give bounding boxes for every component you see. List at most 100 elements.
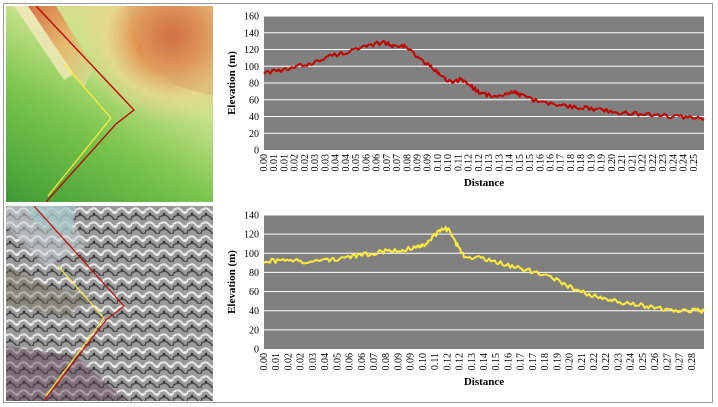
x-tick-label: 0.22 [638,154,649,172]
x-tick-label: 0.18 [576,154,587,172]
x-tick-label: 0.10 [443,154,454,172]
y-tick-label: 120 [244,230,259,241]
x-tick-label: 0.24 [668,154,679,172]
x-tick-label: 0.00 [259,353,270,371]
x-tick-label: 0.17 [556,154,567,172]
y-tick-label: 140 [244,28,259,39]
satellite-map-image [6,206,213,401]
plot-area [264,215,704,349]
x-tick-label: 0.28 [687,353,698,371]
x-tick-label: 0.19 [552,353,563,371]
x-tick-label: 0.12 [442,353,453,371]
x-tick-label: 0.03 [310,154,321,172]
y-tick-label: 40 [249,112,259,123]
x-tick-label: 0.24 [626,353,637,371]
x-tick-label: 0.22 [589,353,600,371]
x-tick-label: 0.13 [467,353,478,371]
red-profile-line [33,206,125,401]
x-tick-label: 0.13 [494,154,505,172]
x-tick-label: 0.08 [402,154,413,172]
x-tick-label: 0.06 [361,154,372,172]
x-tick-label: 0.15 [525,154,536,172]
x-tick-label: 0.10 [433,154,444,172]
x-tick-label: 0.22 [601,353,612,371]
x-tick-label: 0.02 [283,353,294,371]
x-tick-label: 0.01 [279,154,290,172]
x-tick-label: 0.10 [418,353,429,371]
y-axis-label: Elevation (m) [226,250,238,314]
y-tick-label: 60 [249,287,259,298]
x-tick-label: 0.17 [516,353,527,371]
x-tick-label: 0.20 [607,154,618,172]
x-tick-label: 0.05 [351,154,362,172]
y-tick-label: 0 [254,345,259,356]
x-tick-label: 0.27 [675,353,686,371]
x-tick-label: 0.19 [597,154,608,172]
x-tick-label: 0.18 [566,154,577,172]
red-profile-line [35,6,135,202]
satellite-map-bottom [6,206,213,401]
x-tick-label: 0.21 [577,353,588,371]
x-tick-label: 0.16 [546,154,557,172]
x-tick-label: 0.06 [372,154,383,172]
x-tick-label: 0.16 [535,154,546,172]
x-tick-label: 0.11 [430,353,441,370]
y-tick-label: 0 [254,146,259,157]
x-tick-label: 0.00 [259,154,270,172]
elevation-chart-bottom: 0 20 40 60 80 100 120 140 0.00 0.01 0.02 0.02 0.03 0.… [218,206,712,402]
y-tick-label: 20 [249,325,259,336]
x-tick-label: 0.07 [382,154,393,172]
x-tick-label: 0.06 [345,353,356,371]
x-tick-label: 0.22 [648,154,659,172]
x-tick-label: 0.21 [617,154,628,172]
elevation-map-top [6,6,213,202]
x-tick-label: 0.01 [269,154,280,172]
yellow-profile-line [45,265,105,397]
elevation-series-line-yellow [263,226,705,314]
y-tick-label: 160 [244,12,259,23]
x-tick-label: 0.25 [689,154,700,172]
figure-frame [3,3,713,403]
x-axis-label: Distance [464,177,504,189]
x-tick-label: 0.07 [392,154,403,172]
x-tick-label: 0.15 [491,353,502,371]
x-tick-label: 0.04 [320,353,331,371]
y-tick-label: 60 [249,95,259,106]
x-tick-label: 0.14 [505,154,516,172]
x-tick-label: 0.08 [381,353,392,371]
y-tick-label: 40 [249,306,259,317]
x-tick-label: 0.14 [479,353,490,371]
y-tick-label: 120 [244,45,259,56]
x-tick-label: 0.09 [412,154,423,172]
x-tick-label: 0.20 [565,353,576,371]
x-tick-label: 0.01 [271,353,282,371]
elevation-series-line-red [263,40,705,121]
x-tick-label: 0.24 [679,154,690,172]
x-tick-label: 0.09 [393,353,404,371]
x-tick-label: 0.03 [308,353,319,371]
x-tick-label: 0.09 [423,154,434,172]
x-tick-label: 0.13 [484,154,495,172]
y-tick-label: 140 [244,211,259,222]
x-tick-label: 0.04 [331,154,342,172]
y-tick-label: 20 [249,129,259,140]
x-tick-label: 0.23 [613,353,624,371]
x-tick-label: 0.02 [290,154,301,172]
x-tick-label: 0.25 [638,353,649,371]
x-tick-label: 0.12 [455,353,466,371]
x-tick-label: 0.19 [586,154,597,172]
y-tick-label: 100 [244,249,259,260]
y-tick-label: 80 [249,79,259,90]
x-tick-label: 0.27 [662,353,673,371]
x-tick-label: 0.12 [464,154,475,172]
x-tick-label: 0.18 [540,353,551,371]
x-tick-label: 0.06 [357,353,368,371]
x-tick-label: 0.02 [300,154,311,172]
x-tick-label: 0.11 [453,154,464,171]
yellow-profile-line [47,63,112,197]
x-tick-label: 0.26 [650,353,661,371]
x-tick-label: 0.16 [503,353,514,371]
x-tick-label: 0.04 [341,154,352,172]
